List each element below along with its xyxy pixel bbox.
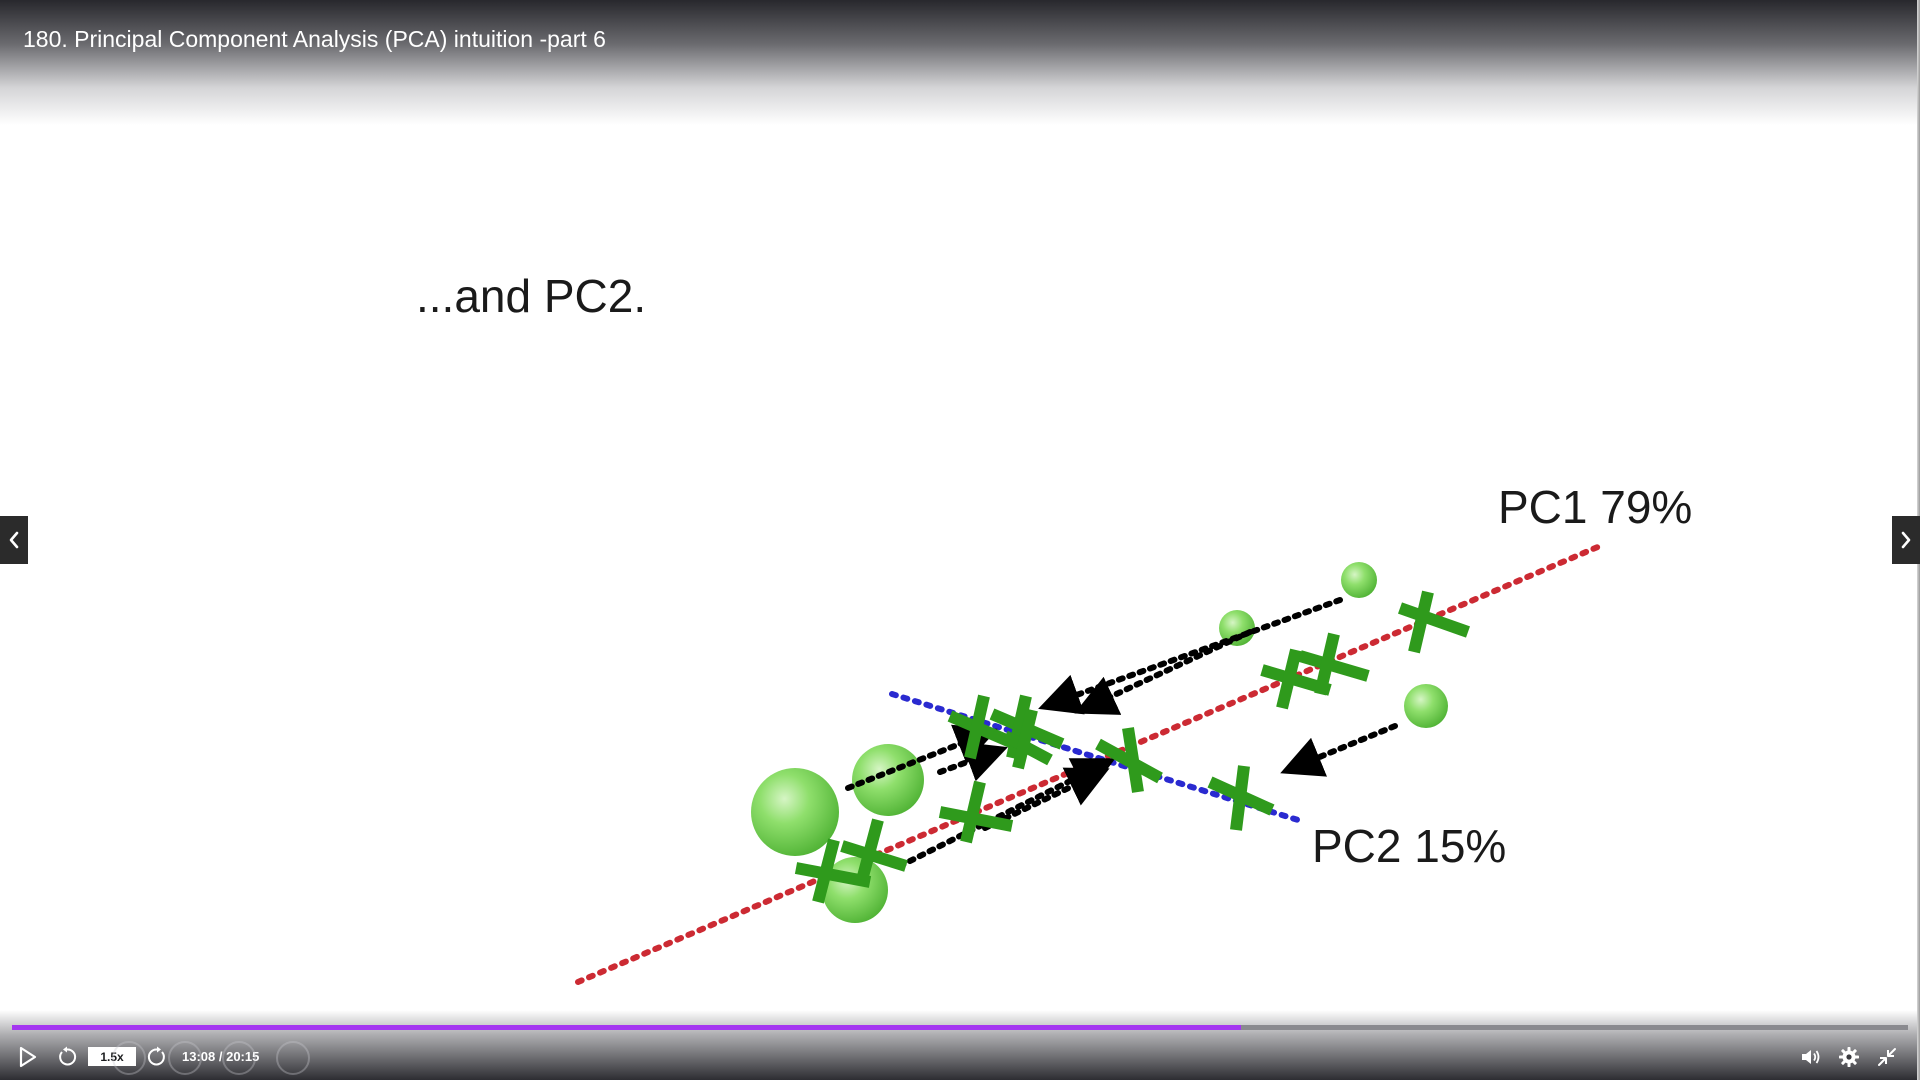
play-button[interactable] bbox=[12, 1043, 42, 1071]
volume-button[interactable] bbox=[1796, 1043, 1826, 1071]
pc2-label: PC2 15% bbox=[1312, 820, 1506, 872]
play-icon bbox=[19, 1046, 37, 1068]
note-button[interactable] bbox=[168, 1041, 202, 1075]
chevron-left-icon bbox=[9, 531, 19, 549]
video-title: 180. Principal Component Analysis (PCA) … bbox=[23, 26, 606, 52]
volume-icon bbox=[1802, 1050, 1820, 1064]
progress-bar[interactable] bbox=[12, 1025, 1908, 1030]
data-cross bbox=[840, 818, 908, 882]
data-cross bbox=[1002, 708, 1053, 770]
data-cross bbox=[938, 780, 1014, 844]
pc1-label: PC1 79% bbox=[1498, 481, 1692, 533]
bookmark-button[interactable] bbox=[112, 1041, 146, 1075]
title-overlay bbox=[0, 0, 1920, 125]
chevron-right-icon bbox=[1901, 531, 1911, 549]
data-sphere bbox=[1404, 684, 1448, 728]
forward-5-icon bbox=[147, 1046, 165, 1066]
player-controls: 1.5x 13:08 / 20:15 bbox=[0, 1040, 1920, 1075]
data-sphere bbox=[1341, 562, 1377, 598]
exit-fullscreen-icon bbox=[1878, 1048, 1896, 1066]
settings-button[interactable] bbox=[1834, 1043, 1864, 1071]
projection-arrow bbox=[897, 758, 1116, 869]
data-sphere bbox=[852, 744, 924, 816]
data-cross bbox=[1398, 590, 1470, 654]
projection-arrow bbox=[937, 741, 1008, 782]
projection-arrow bbox=[1038, 597, 1343, 715]
progress-fill bbox=[12, 1025, 1241, 1030]
data-cross bbox=[1095, 727, 1163, 793]
projection-arrow bbox=[845, 724, 998, 791]
data-cross bbox=[1207, 765, 1275, 831]
data-cross bbox=[794, 838, 872, 904]
controls-overlay bbox=[0, 1010, 1920, 1080]
projection-arrow bbox=[1280, 723, 1398, 777]
gear-icon bbox=[1839, 1047, 1859, 1067]
pc1-axis-line bbox=[575, 543, 1603, 985]
data-sphere bbox=[751, 768, 839, 856]
data-cross bbox=[1298, 632, 1370, 696]
next-lecture-button[interactable] bbox=[1892, 516, 1920, 564]
slide-heading: ...and PC2. bbox=[416, 270, 646, 322]
rewind-5-icon bbox=[59, 1046, 77, 1066]
transcript-button[interactable] bbox=[222, 1041, 256, 1075]
forward-button[interactable] bbox=[142, 1043, 172, 1071]
exit-fullscreen-button[interactable] bbox=[1872, 1043, 1902, 1071]
rewind-button[interactable] bbox=[52, 1043, 82, 1071]
previous-lecture-button[interactable] bbox=[0, 516, 28, 564]
more-button[interactable] bbox=[276, 1041, 310, 1075]
projection-arrow bbox=[1074, 629, 1253, 715]
